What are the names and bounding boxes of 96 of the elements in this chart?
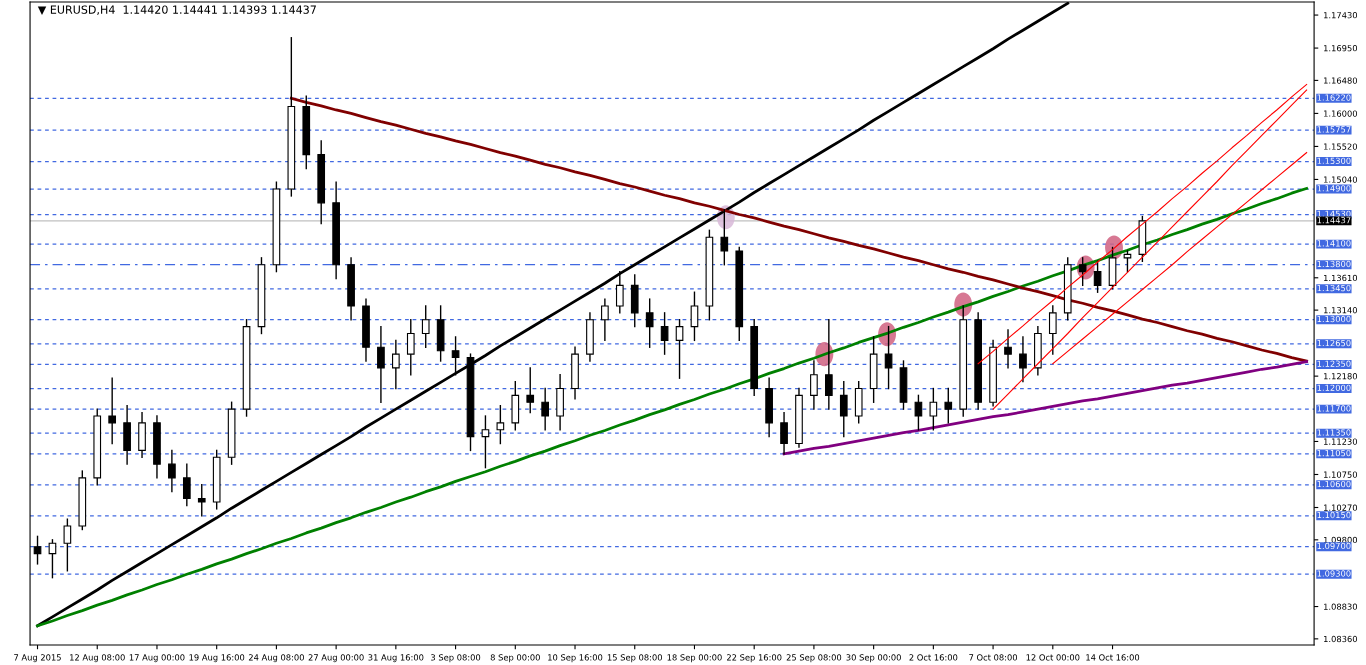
y-tick-label: 1.10750	[1324, 471, 1358, 478]
candlestick	[690, 291, 699, 342]
x-tick-label: 17 Aug 00:00	[129, 654, 185, 663]
y-tick-label: 1.12180	[1324, 373, 1358, 380]
y-tick-label: 1.11230	[1324, 438, 1358, 445]
candlestick	[839, 380, 848, 438]
candlestick	[1093, 260, 1102, 293]
ref-line-label: 1.12000	[1317, 384, 1351, 391]
y-tick-label: 1.10270	[1324, 504, 1358, 511]
x-tick-label: 3 Sep 08:00	[431, 654, 481, 663]
x-tick-label: 8 Sep 00:00	[490, 654, 540, 663]
x-tick-label: 27 Aug 00:00	[308, 654, 364, 663]
candlestick	[944, 387, 953, 424]
ref-line-label: 1.16220	[1317, 94, 1351, 101]
x-tick-label: 25 Sep 08:00	[786, 654, 842, 663]
y-tick-label: 1.15520	[1324, 143, 1358, 150]
x-tick-label: 10 Sep 16:00	[548, 654, 603, 663]
candlestick	[675, 319, 684, 379]
ref-line-label: 1.15757	[1317, 126, 1351, 133]
x-tick-label: 24 Aug 08:00	[248, 654, 304, 663]
candlestick	[720, 209, 729, 266]
y-tick-label: 1.08830	[1324, 603, 1358, 610]
candlestick	[645, 298, 654, 348]
x-tick-label: 18 Sep 00:00	[667, 654, 722, 663]
x-tick-label: 31 Aug 16:00	[368, 654, 424, 663]
x-tick-label: 15 Sep 08:00	[607, 654, 662, 663]
ref-line-label: 1.11050	[1317, 449, 1351, 457]
candlestick	[182, 463, 191, 507]
y-tick-label: 1.16950	[1324, 45, 1358, 52]
candlestick	[392, 339, 400, 390]
ref-line-label: 1.14900	[1317, 185, 1351, 192]
y-tick-label: 1.16000	[1324, 110, 1358, 117]
ref-line-label: 1.12650	[1317, 339, 1351, 347]
ref-line-label: 1.14100	[1317, 240, 1351, 247]
candlestick	[541, 387, 550, 431]
candlestick	[914, 394, 923, 431]
x-tick-label: 7 Oct 08:00	[969, 654, 1018, 661]
line-series	[1052, 152, 1308, 365]
line-series	[289, 96, 1309, 363]
candlestick	[929, 387, 938, 431]
ref-line-label: 1.09300	[1317, 570, 1351, 577]
candlestick	[1004, 329, 1012, 369]
candlestick	[660, 312, 669, 355]
ref-line-label: 1.11700	[1317, 405, 1351, 412]
chart-title: ▼ EURUSD,H4 1.14420 1.14441 1.14393 1.14437	[37, 5, 316, 16]
candlestick	[884, 325, 893, 390]
ref-line-label: 1.14530	[1317, 210, 1351, 217]
candlestick	[810, 360, 818, 410]
ref-line-label: 1.15300	[1317, 157, 1351, 164]
ref-line-label: 1.13800	[1317, 260, 1351, 268]
y-tick-label: 1.08360	[1324, 635, 1358, 643]
candlestick	[197, 484, 206, 517]
x-tick-label: 7 Aug 2015	[14, 654, 61, 663]
candlestick	[377, 325, 385, 403]
candlestick	[168, 449, 176, 493]
candlestick	[33, 535, 42, 565]
ref-line-label: 1.14437	[1317, 217, 1351, 224]
line-series	[977, 83, 1308, 365]
ref-line-label: 1.12350	[1317, 360, 1351, 367]
y-tick-label: 1.16480	[1324, 77, 1358, 84]
candlestick	[1078, 257, 1087, 287]
candlestick	[780, 411, 788, 455]
x-tick-label: 14 Oct 16:00	[1086, 654, 1140, 661]
line-series	[36, 186, 1309, 628]
x-tick-label: 2 Oct 16:00	[909, 654, 958, 661]
ref-line-label: 1.09700	[1317, 542, 1351, 550]
candlestick	[406, 319, 415, 376]
ref-line-label: 1.10150	[1317, 511, 1351, 519]
x-tick-label: 12 Oct 00:00	[1026, 654, 1080, 661]
ref-line-label: 1.13450	[1317, 284, 1351, 292]
candlestick	[451, 336, 460, 376]
ref-line-label: 1.10600	[1317, 480, 1351, 488]
ref-line-label: 1.11350	[1317, 429, 1351, 436]
y-tick-label: 1.15040	[1324, 176, 1358, 183]
candlestick	[615, 270, 624, 314]
candlestick	[1019, 336, 1027, 383]
candlestick	[421, 305, 430, 348]
y-tick-label: 1.09800	[1324, 536, 1358, 544]
candlestick	[108, 377, 117, 445]
x-tick-label: 30 Sep 00:00	[846, 654, 901, 663]
candlestick	[1048, 305, 1057, 355]
ref-line-label: 1.13000	[1317, 315, 1351, 323]
y-tick-label: 1.13140	[1324, 307, 1358, 314]
candlestick	[526, 367, 535, 414]
x-tick-label: 12 Aug 08:00	[70, 654, 125, 663]
candlestick	[601, 298, 609, 342]
candlestick	[825, 319, 833, 410]
line-series	[992, 89, 1308, 410]
candlestick	[496, 405, 505, 445]
candlestick	[481, 415, 490, 469]
x-tick-label: 19 Aug 16:00	[189, 654, 245, 663]
y-tick-label: 1.13610	[1324, 274, 1358, 282]
line-series	[782, 360, 1309, 456]
candlestick	[63, 518, 72, 572]
y-tick-label: 1.17430	[1324, 12, 1358, 19]
x-tick-label: 22 Sep 16:00	[726, 654, 782, 663]
